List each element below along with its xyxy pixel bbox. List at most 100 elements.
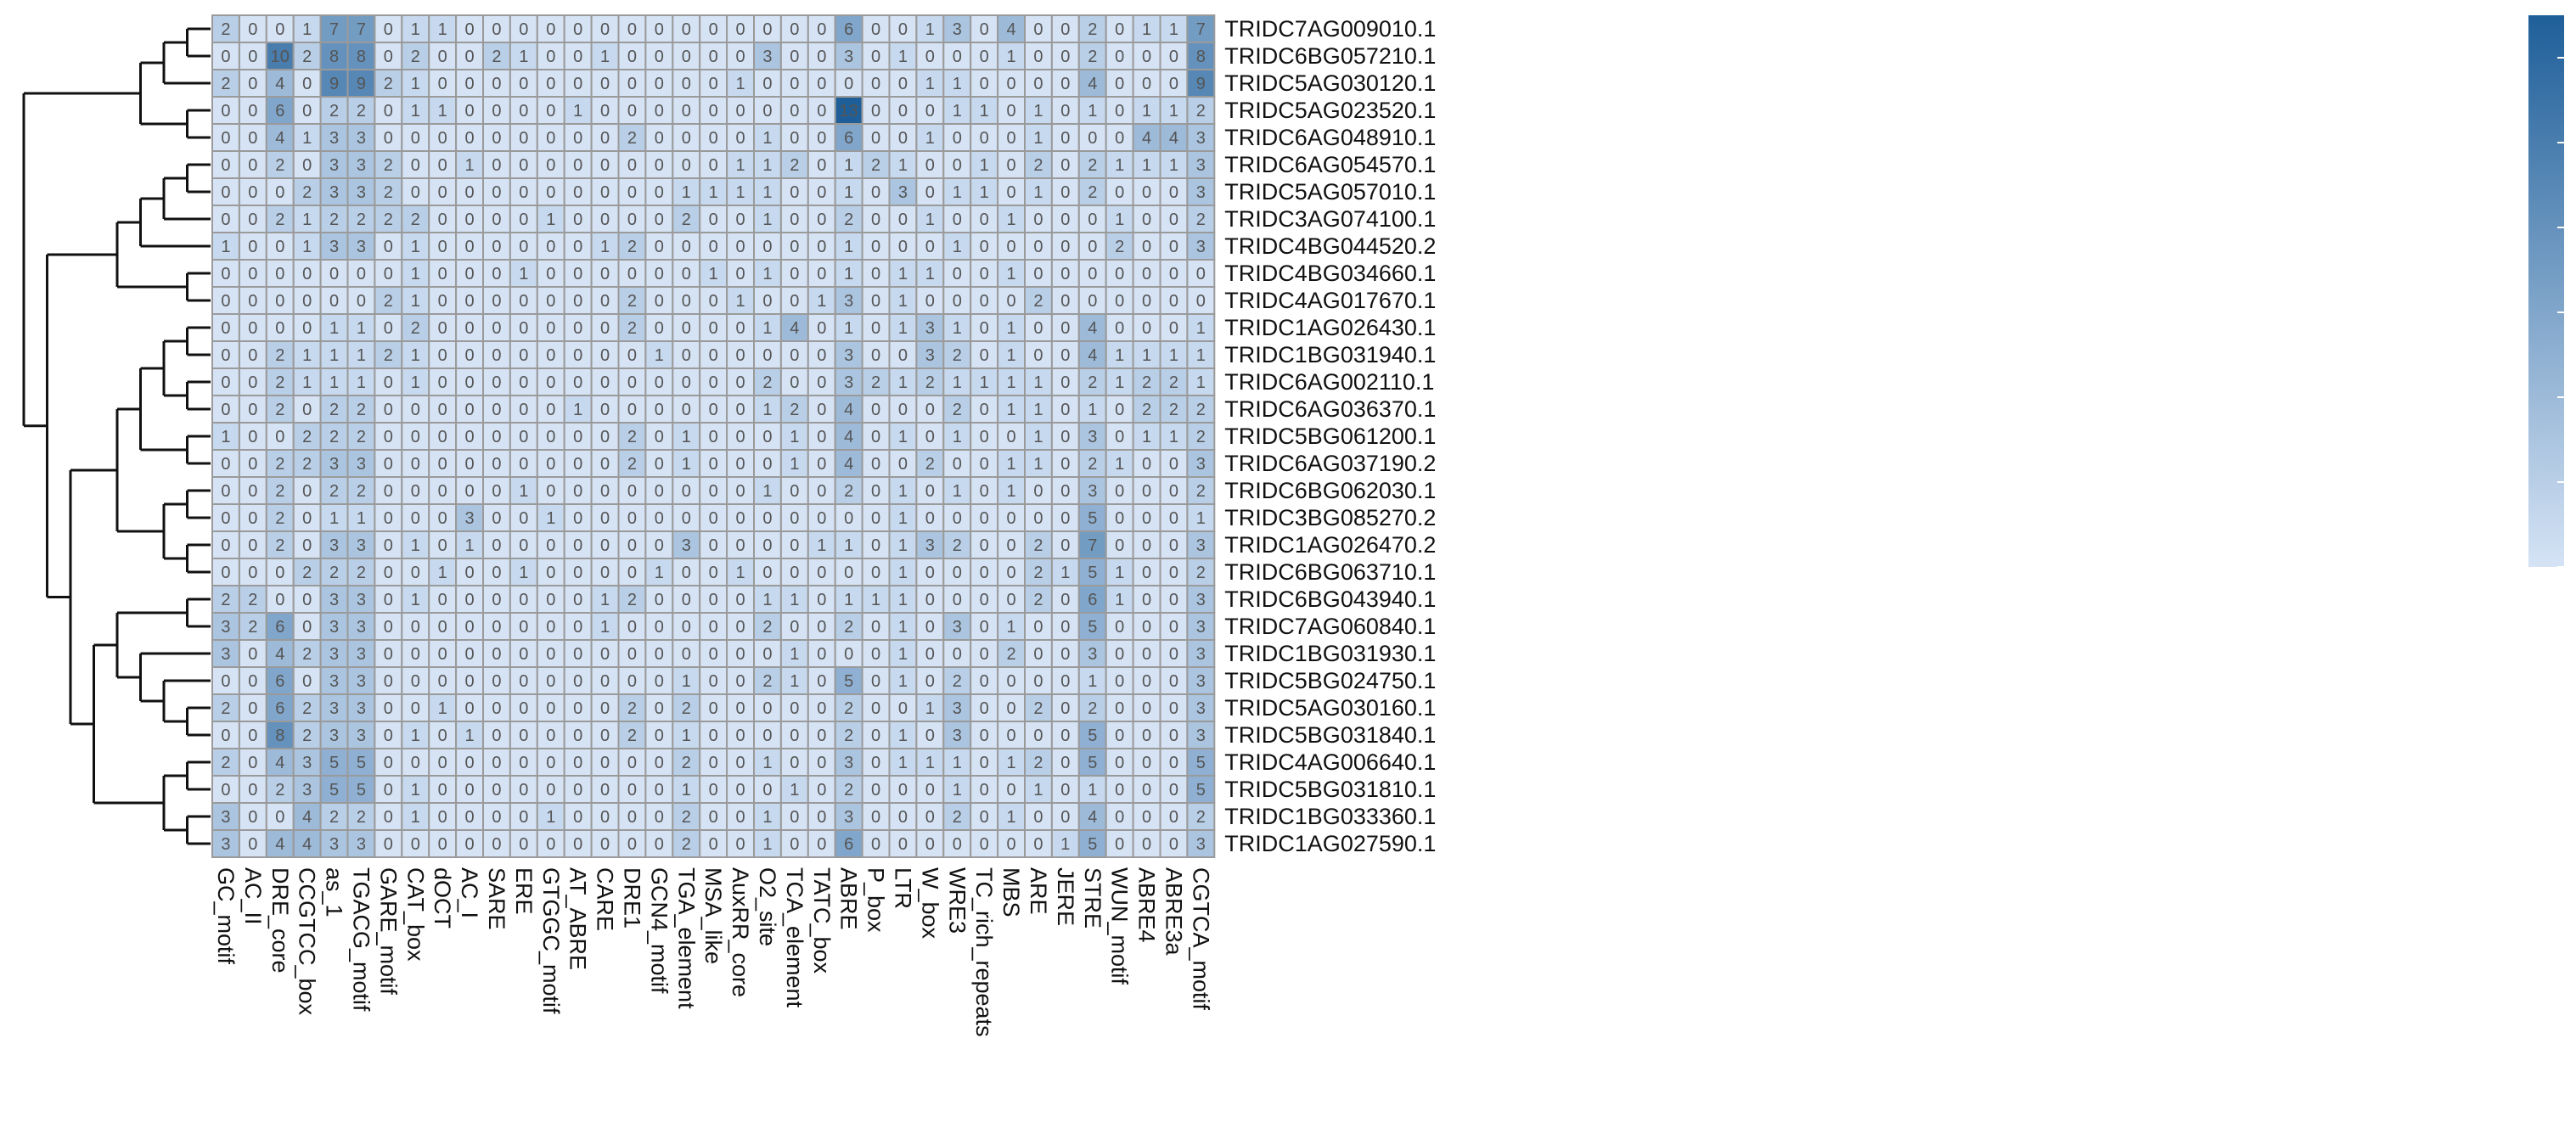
cell-value-label: 0 — [980, 645, 989, 664]
cell-value-label: 0 — [980, 781, 989, 800]
cell-value-label: 8 — [1196, 48, 1206, 66]
column-label: ARE — [1026, 867, 1051, 915]
cell-value-label: 0 — [817, 428, 826, 446]
cell-value-label: 5 — [1088, 618, 1097, 637]
cell-value-label: 3 — [1196, 156, 1206, 175]
cell-value-label: 1 — [1115, 455, 1124, 474]
heatmap-cell — [211, 476, 240, 505]
cell-value-label: 3 — [1196, 645, 1206, 664]
cell-value-label: 0 — [464, 428, 474, 446]
column-label: ABRE — [836, 867, 862, 930]
cell-value-label: 0 — [492, 156, 501, 175]
cell-value-label: 0 — [1060, 156, 1070, 175]
heatmap-cell — [1186, 69, 1216, 98]
cell-value-label: 1 — [600, 618, 610, 637]
cell-value-label: 0 — [1060, 292, 1070, 311]
cell-value-label: 0 — [221, 210, 230, 229]
cell-value-label: 0 — [655, 509, 664, 528]
cell-value-label: 0 — [898, 102, 908, 121]
cell-value-label: 2 — [302, 428, 312, 446]
cell-value-label: 1 — [925, 20, 935, 39]
heatmap-cell — [915, 232, 945, 261]
cell-value-label: 0 — [1060, 482, 1070, 501]
cell-value-label: 1 — [1060, 564, 1070, 582]
cell-value-label: 0 — [384, 129, 393, 148]
cell-value-label: 0 — [817, 455, 826, 474]
cell-value-label: 4 — [1142, 129, 1151, 148]
cell-value-label: 0 — [221, 401, 230, 419]
cell-value-label: 2 — [275, 482, 284, 501]
cell-value-label: 0 — [464, 183, 474, 202]
cell-value-label: 0 — [1142, 265, 1151, 283]
cell-value-label: 2 — [953, 672, 962, 691]
cell-value-label: 3 — [953, 618, 962, 637]
cell-value-label: 0 — [790, 482, 799, 501]
cell-value-label: 0 — [790, 210, 799, 229]
heatmap-cell — [590, 232, 620, 261]
cell-value-label: 3 — [1196, 238, 1206, 256]
row-label: TRIDC6AG048910.1 — [1224, 125, 1436, 150]
cell-value-label: 2 — [1088, 183, 1097, 202]
cell-value-label: 0 — [790, 265, 799, 283]
cell-value-label: 0 — [248, 536, 257, 555]
cell-value-label: 2 — [384, 292, 393, 311]
cell-value-label: 0 — [464, 591, 474, 609]
heatmap-cell — [563, 259, 593, 288]
heatmap-cell — [265, 42, 295, 70]
cell-value-label: 0 — [925, 102, 935, 121]
cell-value-label: 0 — [600, 672, 610, 691]
cell-value-label: 0 — [275, 265, 284, 283]
cell-value-label: 0 — [438, 292, 447, 311]
heatmap-cell — [536, 96, 565, 125]
cell-value-label: 0 — [735, 319, 745, 338]
cell-value-label: 0 — [627, 75, 637, 93]
heatmap-cell — [834, 259, 863, 288]
cell-value-label: 0 — [898, 129, 908, 148]
cell-value-label: 0 — [925, 156, 935, 175]
cell-value-label: 1 — [519, 482, 528, 501]
cell-value-label: 1 — [1115, 373, 1124, 392]
cell-value-label: 0 — [898, 20, 908, 39]
cell-value-label: 0 — [925, 509, 935, 528]
row-label: TRIDC6BG062030.1 — [1224, 478, 1436, 503]
cell-value-label: 3 — [357, 536, 366, 555]
cell-value-label: 0 — [248, 292, 257, 311]
heatmap-cell — [1077, 286, 1107, 315]
column-label: LTR — [890, 867, 915, 909]
heatmap-cell — [374, 368, 403, 396]
cell-value-label: 3 — [221, 835, 230, 854]
cell-value-label: 0 — [411, 754, 420, 772]
cell-value-label: 0 — [627, 183, 637, 202]
cell-value-label: 4 — [302, 808, 312, 827]
heatmap-cell — [970, 205, 999, 233]
cell-value-label: 0 — [953, 156, 962, 175]
cell-value-label: 2 — [357, 808, 366, 827]
cell-value-label: 1 — [1033, 781, 1043, 800]
cell-value-label: 0 — [655, 48, 664, 66]
cell-value-label: 0 — [1115, 808, 1124, 827]
heatmap-cell — [1105, 340, 1134, 369]
heatmap-cell — [401, 96, 430, 125]
cell-value-label: 2 — [1088, 48, 1097, 66]
cell-value-label: 2 — [357, 428, 366, 446]
cell-value-label: 0 — [844, 75, 853, 93]
cell-value-label: 0 — [221, 373, 230, 392]
cell-value-label: 0 — [519, 156, 528, 175]
cell-value-label: 0 — [627, 48, 637, 66]
cell-value-label: 2 — [1196, 102, 1206, 121]
cell-value-label: 0 — [411, 672, 420, 691]
cell-value-label: 2 — [221, 754, 230, 772]
cell-value-label: 2 — [302, 48, 312, 66]
heatmap-cell — [644, 422, 674, 451]
cell-value-label: 0 — [871, 319, 880, 338]
cell-value-label: 0 — [384, 781, 393, 800]
cell-value-label: 0 — [248, 781, 257, 800]
cell-value-label: 1 — [655, 346, 664, 365]
cell-value-label: 13 — [840, 102, 858, 121]
heatmap-cell — [644, 14, 674, 43]
cell-value-label: 1 — [411, 292, 420, 311]
cell-value-label: 0 — [627, 509, 637, 528]
cell-value-label: 0 — [817, 754, 826, 772]
cell-value-label: 3 — [329, 645, 339, 664]
cell-value-label: 1 — [1006, 210, 1015, 229]
